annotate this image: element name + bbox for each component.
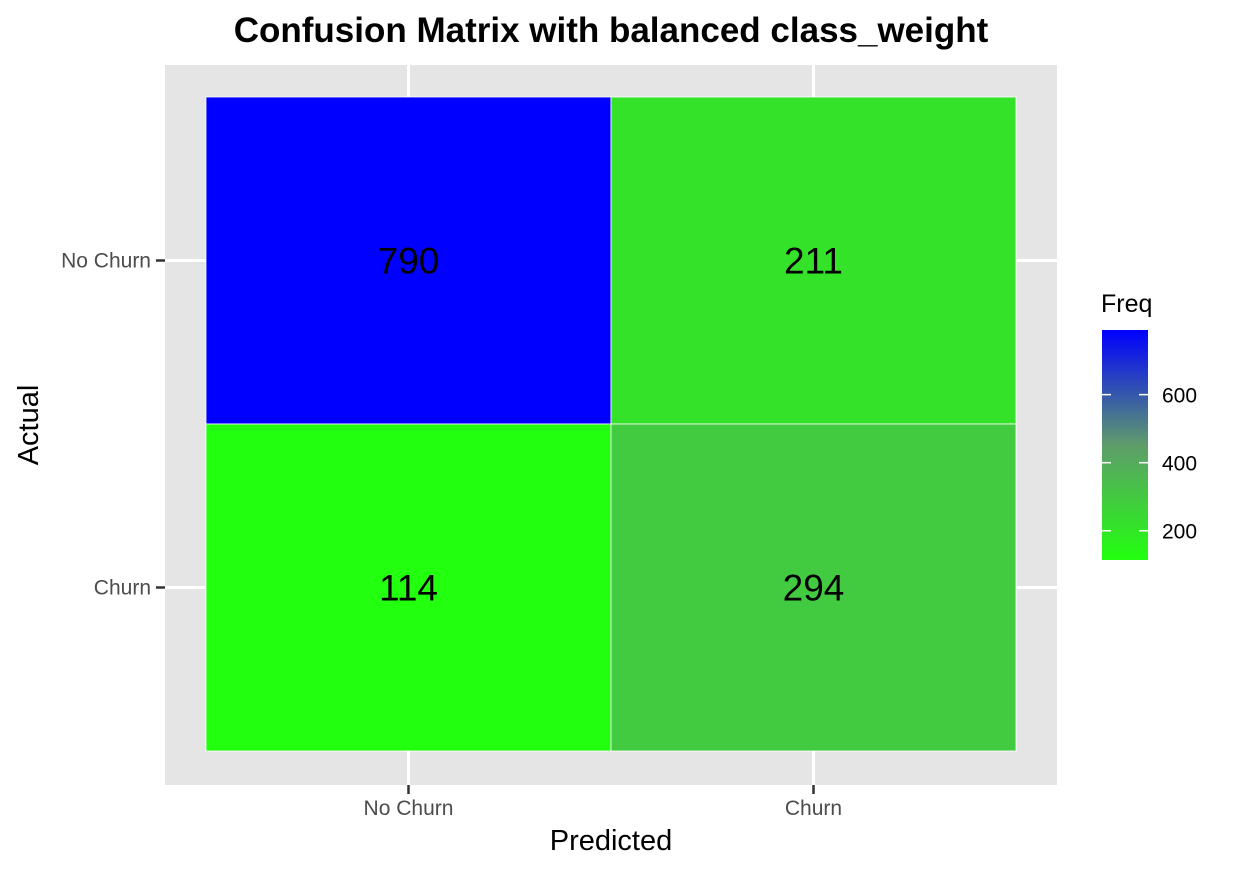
- legend: Freq 200 400 600: [1101, 290, 1197, 560]
- cell-no-churn-churn: [610, 96, 1017, 425]
- x-axis: No Churn Churn: [364, 785, 842, 820]
- legend-colorbar: [1102, 330, 1148, 560]
- cell-label-churn-no-churn: 114: [379, 568, 438, 609]
- legend-tick-label-2: 600: [1162, 385, 1197, 408]
- cell-label-no-churn-no-churn: 790: [378, 241, 440, 282]
- cell-label-no-churn-churn: 211: [784, 241, 843, 282]
- y-tick-label-1: Churn: [94, 577, 151, 600]
- y-axis-title: Actual: [13, 385, 45, 466]
- y-axis: No Churn Churn: [61, 250, 165, 600]
- cell-churn-churn: [610, 423, 1017, 752]
- heatmap-cells: [205, 96, 1017, 752]
- x-axis-title: Predicted: [550, 825, 673, 857]
- cell-label-churn-churn: 294: [783, 568, 845, 609]
- x-tick-label-1: Churn: [785, 797, 842, 820]
- cell-labels: 790 211 114 294: [378, 241, 845, 609]
- chart-title: Confusion Matrix with balanced class_wei…: [234, 11, 989, 50]
- x-tick-label-0: No Churn: [364, 797, 454, 820]
- legend-tick-label-0: 200: [1162, 521, 1197, 544]
- y-tick-label-0: No Churn: [61, 250, 151, 273]
- legend-tick-label-1: 400: [1162, 453, 1197, 476]
- legend-title: Freq: [1101, 290, 1152, 318]
- legend-ticks: 200 400 600: [1102, 385, 1197, 544]
- cell-churn-no-churn: [205, 423, 612, 752]
